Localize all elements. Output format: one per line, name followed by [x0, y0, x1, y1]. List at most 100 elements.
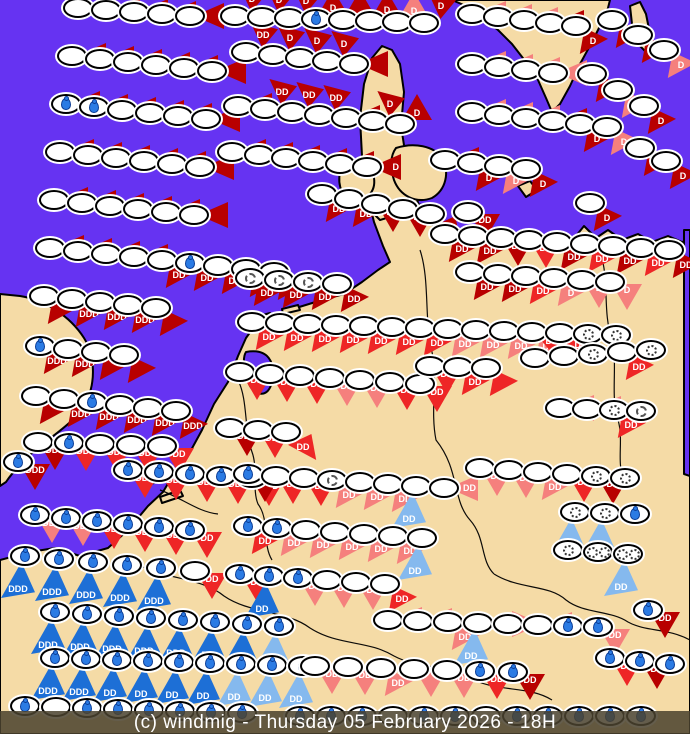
station-ellipse: [285, 48, 315, 68]
station-ellipse: [141, 298, 171, 318]
station-ellipse: [95, 196, 125, 216]
rain-drop-icon: [475, 663, 485, 677]
pennant-label: DDD: [76, 590, 96, 600]
station-ellipse: [321, 315, 351, 335]
rain-drop-icon: [123, 462, 133, 476]
pennant-label: D: [539, 178, 547, 189]
station-ellipse: [655, 654, 685, 674]
dotted-circle-icon: [582, 328, 594, 340]
pennant-label: D: [276, 0, 283, 5]
pennant-label: DD: [567, 251, 581, 262]
station-ellipse: [57, 289, 87, 309]
pennant-label: DD: [275, 86, 289, 97]
station-ellipse: [358, 111, 388, 131]
rain-drop-icon: [630, 506, 640, 520]
station-ellipse: [409, 13, 439, 33]
station-ellipse: [72, 604, 102, 624]
station-ellipse: [625, 651, 655, 671]
station-ellipse: [67, 193, 97, 213]
pennant-label: DD: [486, 339, 500, 350]
station-ellipse: [298, 151, 328, 171]
station-ellipse: [161, 401, 191, 421]
pennant-label: D: [386, 98, 394, 109]
caption-bar: (c) windmig - Thursday 05 February 2026 …: [0, 711, 690, 734]
pennant-label: DD: [346, 334, 360, 345]
station-ellipse: [511, 266, 541, 286]
pennant-label: DDD: [42, 587, 62, 597]
rain-drop-icon: [88, 554, 98, 568]
station-ellipse: [144, 517, 174, 537]
dotted-circle-icon: [587, 348, 599, 360]
station-ellipse: [636, 340, 666, 360]
station-ellipse: [511, 108, 541, 128]
pennant-label: D: [249, 0, 256, 4]
station-ellipse: [370, 574, 400, 594]
station-ellipse: [40, 648, 70, 668]
rain-drop-icon: [50, 650, 60, 664]
rain-drop-icon: [243, 518, 253, 532]
station-ellipse: [511, 60, 541, 80]
station-ellipse: [200, 612, 230, 632]
rain-drop-icon: [154, 519, 164, 533]
pennant-label: DD: [536, 285, 550, 296]
station-ellipse: [3, 452, 33, 472]
station-ellipse: [169, 58, 199, 78]
dotted-circle-icon: [645, 344, 657, 356]
rain-drop-icon: [50, 604, 60, 618]
station-ellipse: [144, 462, 174, 482]
station-ellipse: [484, 156, 514, 176]
station-ellipse: [433, 612, 463, 632]
rain-drop-icon: [216, 468, 226, 482]
station-ellipse: [361, 194, 391, 214]
station-ellipse: [375, 372, 405, 392]
pennant-label: DD: [134, 689, 148, 699]
station-ellipse: [233, 516, 263, 536]
station-ellipse: [261, 466, 291, 486]
right-edge-water: [683, 229, 690, 477]
station-ellipse: [264, 270, 294, 290]
station-ellipse: [592, 117, 622, 137]
station-ellipse: [91, 0, 121, 20]
station-ellipse: [113, 295, 143, 315]
station-ellipse: [570, 234, 600, 254]
station-ellipse: [271, 422, 301, 442]
station-ellipse: [331, 108, 361, 128]
station-ellipse: [538, 111, 568, 131]
station-ellipse: [57, 46, 87, 66]
rain-drop-icon: [13, 454, 23, 468]
station-ellipse: [620, 504, 650, 524]
station-ellipse: [157, 154, 187, 174]
station-ellipse: [315, 368, 345, 388]
pennant-label: DD: [258, 693, 272, 703]
station-ellipse: [523, 615, 553, 635]
station-ellipse: [465, 661, 495, 681]
station-ellipse: [91, 244, 121, 264]
rain-drop-icon: [81, 651, 91, 665]
station-ellipse: [483, 264, 513, 284]
pennant-label: DD: [468, 376, 482, 387]
pennant-label: D: [286, 32, 294, 43]
pennant-label: D: [679, 170, 687, 181]
rain-drop-icon: [92, 513, 102, 527]
station-ellipse: [545, 323, 575, 343]
pennant-label: DD: [464, 651, 478, 661]
station-ellipse: [388, 199, 418, 219]
rain-drop-icon: [185, 522, 195, 536]
station-ellipse: [453, 202, 483, 222]
dotted-circle-icon: [608, 404, 620, 416]
station-ellipse: [595, 648, 625, 668]
rain-drop-icon: [61, 96, 71, 110]
station-ellipse: [613, 544, 643, 564]
pennant-label: D: [657, 115, 665, 126]
station-ellipse: [484, 57, 514, 77]
station-ellipse: [29, 286, 59, 306]
station-ellipse: [179, 205, 209, 225]
pennant-label: DDD: [69, 687, 89, 697]
station-ellipse: [349, 524, 379, 544]
station-ellipse: [539, 268, 569, 288]
station-ellipse: [457, 102, 487, 122]
station-ellipse: [185, 157, 215, 177]
station-ellipse: [237, 312, 267, 332]
station-ellipse: [514, 230, 544, 250]
